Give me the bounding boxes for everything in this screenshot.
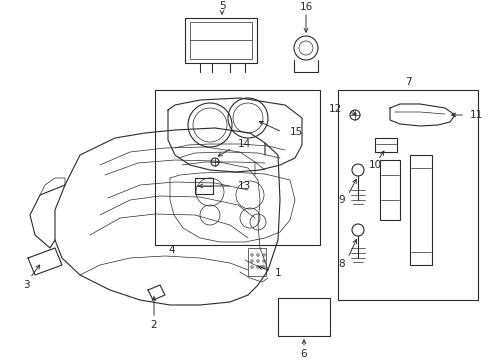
Text: 5: 5: [218, 1, 225, 11]
Bar: [155, 90, 319, 245]
Bar: [195, 178, 213, 194]
Bar: [278, 298, 329, 336]
Text: 1: 1: [274, 268, 281, 278]
Text: 15: 15: [289, 127, 303, 137]
Bar: [184, 18, 257, 63]
Bar: [409, 155, 431, 265]
Bar: [190, 22, 251, 59]
Text: 11: 11: [469, 110, 482, 120]
Text: 4: 4: [168, 245, 175, 255]
Text: 2: 2: [150, 320, 157, 330]
Text: 6: 6: [300, 349, 306, 359]
Bar: [374, 138, 396, 152]
Text: 7: 7: [404, 77, 410, 87]
Text: 14: 14: [238, 139, 251, 149]
Text: 12: 12: [328, 104, 341, 114]
Bar: [379, 160, 399, 220]
Bar: [247, 248, 265, 276]
Text: 16: 16: [299, 2, 312, 12]
Text: 13: 13: [238, 181, 251, 191]
Text: 9: 9: [338, 195, 345, 205]
Text: 10: 10: [367, 160, 381, 170]
Text: 3: 3: [22, 280, 29, 290]
Bar: [337, 90, 477, 300]
Text: 8: 8: [338, 259, 345, 269]
